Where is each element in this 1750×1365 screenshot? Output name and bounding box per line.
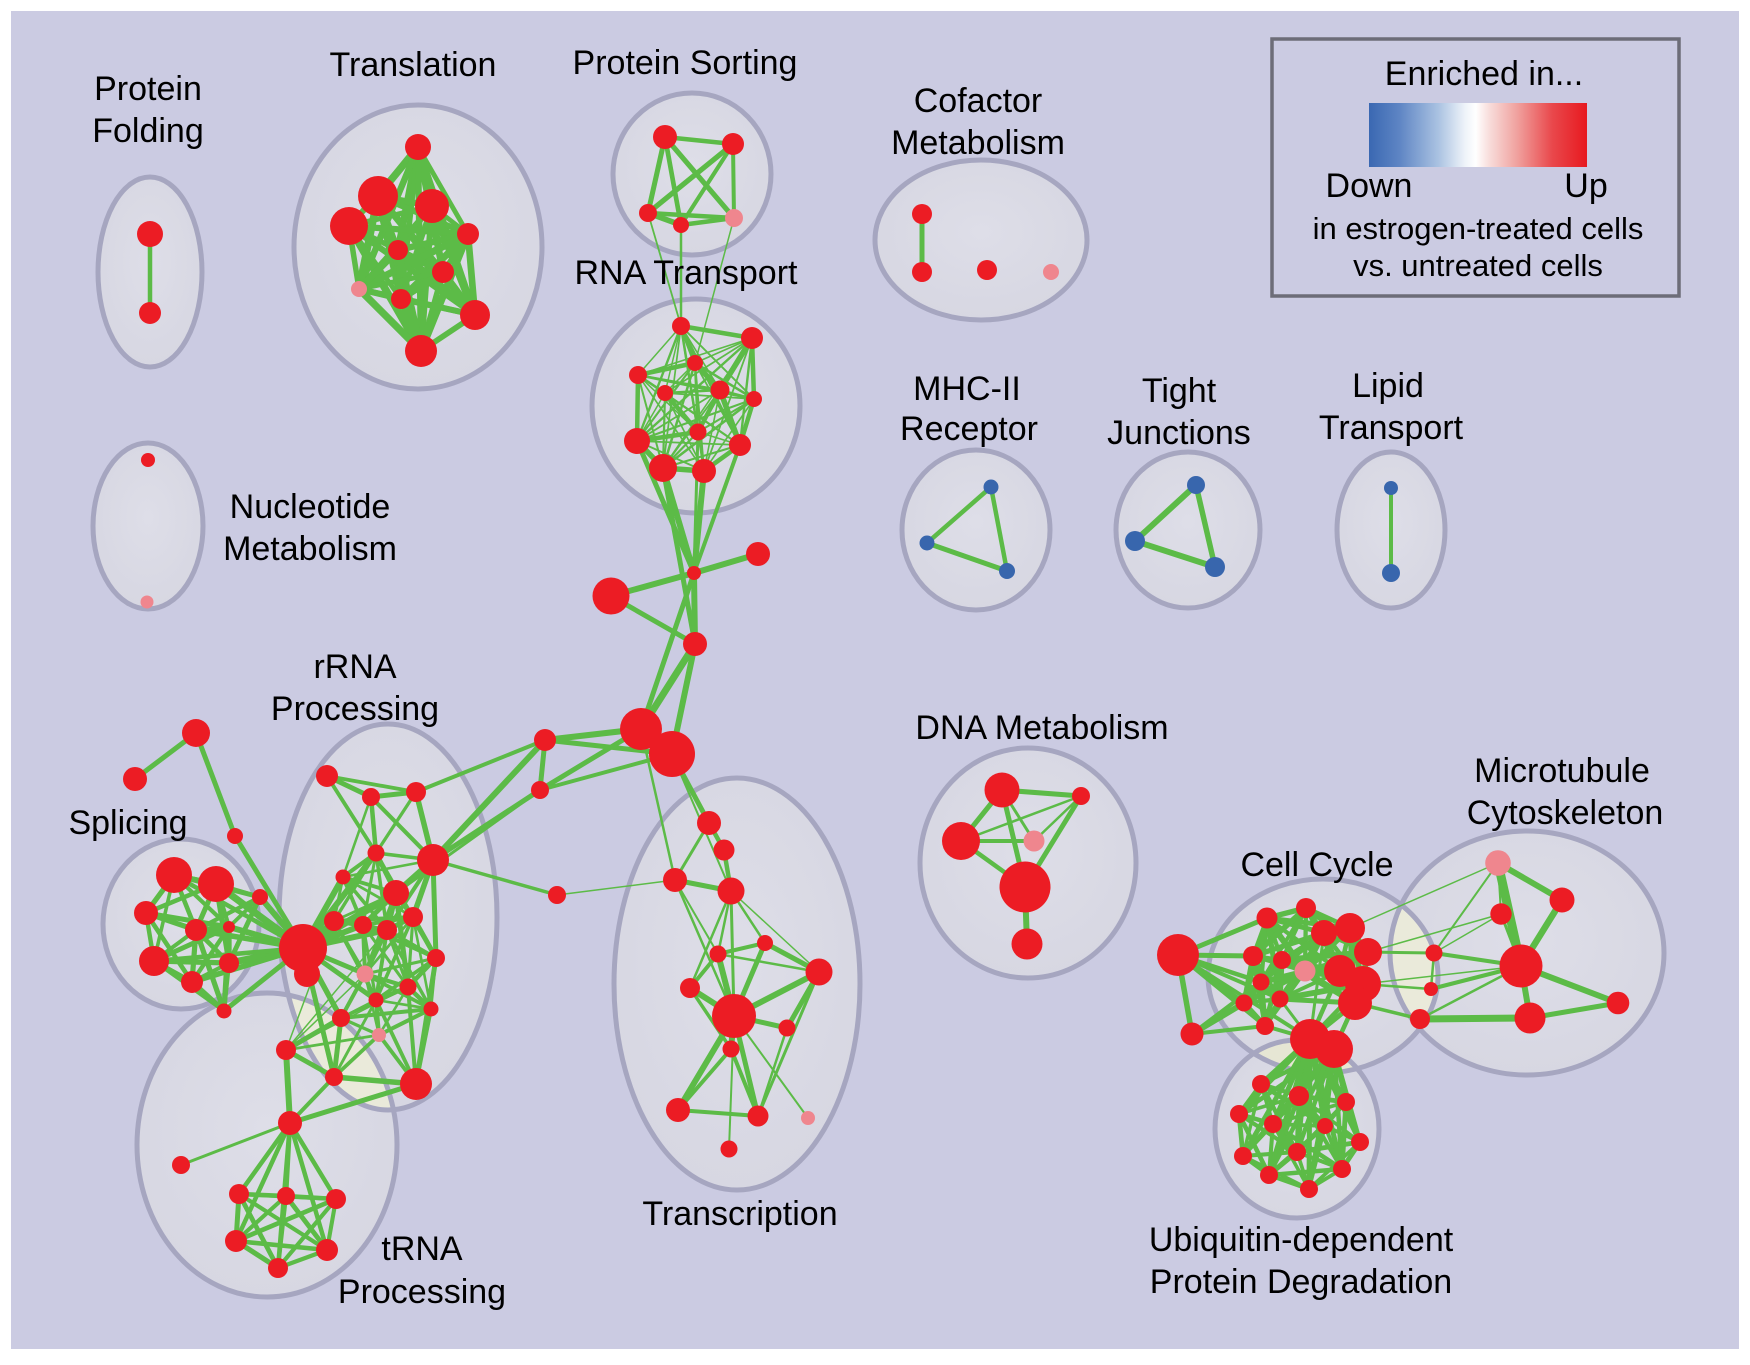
svg-text:Processing: Processing	[271, 690, 439, 728]
svg-text:Protein Degradation: Protein Degradation	[1150, 1263, 1452, 1301]
svg-text:Transcription: Transcription	[642, 1195, 837, 1233]
svg-text:Enriched in...: Enriched in...	[1385, 55, 1583, 93]
svg-text:DNA Metabolism: DNA Metabolism	[915, 709, 1168, 747]
svg-text:Folding: Folding	[92, 112, 204, 150]
svg-text:Tight: Tight	[1142, 372, 1217, 410]
svg-text:Processing: Processing	[338, 1273, 506, 1311]
svg-text:Cytoskeleton: Cytoskeleton	[1467, 794, 1664, 832]
svg-text:Splicing: Splicing	[68, 804, 187, 842]
svg-text:Microtubule: Microtubule	[1474, 752, 1650, 790]
svg-text:Nucleotide: Nucleotide	[230, 488, 391, 526]
svg-text:Translation: Translation	[330, 46, 497, 84]
svg-text:Ubiquitin-dependent: Ubiquitin-dependent	[1149, 1221, 1454, 1259]
svg-text:Metabolism: Metabolism	[223, 530, 397, 568]
svg-text:vs. untreated cells: vs. untreated cells	[1353, 248, 1603, 283]
svg-text:Up: Up	[1564, 167, 1607, 205]
svg-text:Lipid: Lipid	[1352, 367, 1424, 405]
svg-text:Metabolism: Metabolism	[891, 124, 1065, 162]
svg-text:tRNA: tRNA	[381, 1230, 463, 1268]
svg-text:Protein Sorting: Protein Sorting	[573, 44, 798, 82]
svg-text:Receptor: Receptor	[900, 410, 1038, 448]
svg-text:rRNA: rRNA	[313, 648, 396, 686]
svg-text:Junctions: Junctions	[1107, 414, 1251, 452]
svg-text:MHC-II: MHC-II	[913, 370, 1021, 408]
svg-text:Transport: Transport	[1319, 409, 1464, 447]
svg-text:Cell Cycle: Cell Cycle	[1240, 846, 1393, 884]
svg-text:RNA Transport: RNA Transport	[575, 254, 799, 292]
svg-text:Down: Down	[1326, 167, 1413, 205]
svg-text:in estrogen-treated cells: in estrogen-treated cells	[1313, 211, 1644, 246]
svg-text:Protein: Protein	[94, 70, 202, 108]
svg-text:Cofactor: Cofactor	[914, 82, 1043, 120]
